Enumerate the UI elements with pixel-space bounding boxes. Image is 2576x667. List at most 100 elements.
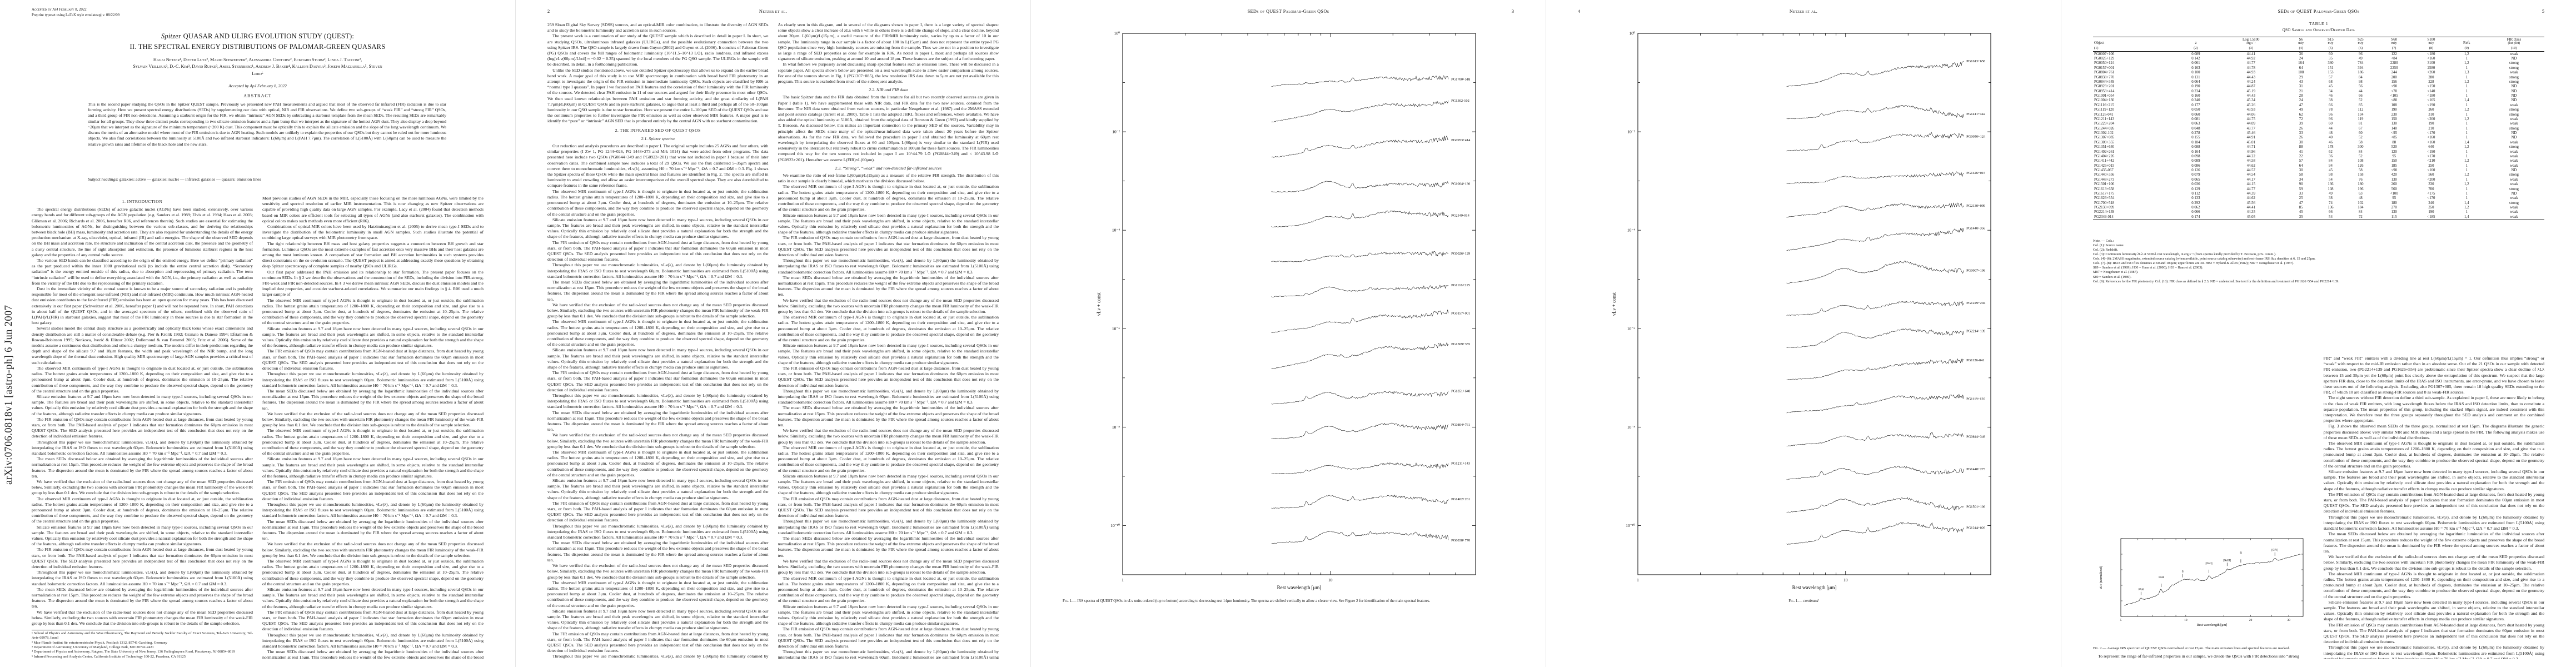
paragraph: The observed MIR continuum of type-I AGN…	[262, 428, 484, 456]
table-cell: 136	[2328, 206, 2334, 210]
data-table: Object z Log L5100 erg s⁻¹ S6 mJy S15 mJy S25 mJy…	[2093, 37, 2544, 220]
y-tick-label: 10⁰	[1629, 31, 1635, 36]
paragraph: Throughout this paper we use monochromat…	[778, 649, 999, 659]
table-cell: 1	[2465, 66, 2468, 70]
table-cell: 64	[2299, 163, 2303, 168]
table-cell: <160	[2427, 140, 2435, 145]
table-cell: <170	[2427, 131, 2435, 136]
curve-label: PG1426+015	[1966, 171, 1985, 175]
table-cell: 1	[2465, 177, 2468, 182]
paragraph: The observed MIR continuum of type-I AGN…	[2323, 441, 2545, 469]
curve-label: PG0953+414	[1451, 138, 1471, 142]
table-cell: 29	[2299, 75, 2303, 79]
table-cell: 0.066	[2191, 210, 2200, 215]
page-number: 5	[2542, 9, 2544, 14]
title-line-1-rest: QUASAR AND ULIRG EVOLUTION STUDY (QUEST)…	[181, 32, 355, 40]
table-cell: 68	[2329, 79, 2333, 84]
table-cell: 44.91	[2246, 136, 2255, 140]
table-cell: 0.155	[2191, 136, 2200, 140]
paragraph: We have verified that the exclusion of t…	[778, 558, 999, 575]
column-number: (2)	[2176, 46, 2216, 52]
running-head: 2 Netzer et al.	[547, 9, 999, 14]
curve-label: PG1244+026	[1966, 526, 1985, 530]
table-cell: 180	[2358, 182, 2364, 187]
table-cell: 0.061	[2191, 61, 2200, 66]
table-cell: weak	[2510, 71, 2518, 75]
table-cell: strong	[2509, 126, 2519, 131]
table-cell: 0.098	[2191, 154, 2200, 158]
spectrum-curve	[1786, 358, 1964, 380]
table-cell: 1	[2465, 112, 2468, 117]
curve-label: PG0050+124	[1966, 135, 1986, 138]
table-cell: 520	[2391, 145, 2397, 150]
table-cell: 57	[2299, 159, 2303, 163]
table-cell: 21	[2299, 89, 2303, 93]
y-tick-label: 10⁰	[1114, 31, 1120, 36]
table-cell: 1	[2465, 196, 2468, 201]
table-cell: strong	[2509, 145, 2519, 150]
table-cell: 102	[2358, 201, 2364, 205]
curve-label: PG1440+356	[1966, 226, 1985, 230]
table-cell: strong	[2509, 201, 2519, 205]
spectrum-curve	[1271, 531, 1449, 544]
column-number: (10)	[2483, 46, 2544, 52]
table-row: PG1004+130 0.240 45.34 24 38 52 <80 <165 1,4 ND	[2093, 98, 2544, 103]
table-cell: 44	[2358, 89, 2363, 93]
column-right: Most previous studies of AGN SEDs in the…	[262, 196, 484, 659]
column-left: 259 Sloan Digital Sky Survey (SDSS) sour…	[547, 22, 769, 659]
table-cell: PG0050+124	[2094, 61, 2115, 66]
curve-label: PG2214+139	[1966, 329, 1985, 333]
table-cell: 1,4	[2464, 98, 2469, 103]
y-tick-label: 10⁻⁴	[1112, 228, 1120, 233]
table-row: PG0050+124 0.061 44.77 164 360 784 2280 3100 1,2…	[2093, 61, 2544, 66]
footnote: ⁵ Infrared Processing and Analysis Cente…	[32, 654, 186, 659]
table-cell: 36	[2329, 154, 2333, 158]
spectrum-curve	[1271, 285, 1449, 297]
x-tick-label: 5	[2120, 619, 2122, 622]
paper-title-line-1: Spitzer QUASAR AND ULIRG EVOLUTION STUDY…	[47, 31, 468, 42]
table-cell: 44.71	[2246, 145, 2255, 150]
paragraph: Silicate emission features at 9.7 and 18…	[778, 343, 999, 365]
table-cell: 1	[2465, 168, 2468, 173]
note-line: Cols. (4)–(6): 2MASS magnitudes, extende…	[2093, 257, 2316, 261]
table-cell: weak	[2510, 122, 2518, 126]
table-cell: 24	[2299, 57, 2303, 61]
table-cell: 47	[2299, 201, 2303, 205]
table-cell: 0.131	[2191, 75, 2200, 79]
table-cell: PG0953+414	[2094, 89, 2115, 93]
paragraph: The observed MIR continuum of type-I AGN…	[32, 626, 253, 627]
table-cell: PG1402+261	[2094, 150, 2115, 154]
table-cell: 190	[2428, 210, 2434, 215]
table-cell: PG2349-014	[2094, 215, 2114, 219]
table-cell: PG1448+273	[2094, 177, 2115, 182]
table-cell: 140	[2391, 126, 2397, 131]
paragraph: The observed MIR continuum of type-I AGN…	[778, 445, 999, 473]
paragraph: The FIR emission of QSOs may contain con…	[262, 349, 484, 371]
table-cell: <160	[2427, 168, 2435, 173]
table-cell: strong	[2509, 112, 2519, 117]
table-cell: 44.96	[2246, 150, 2255, 154]
table-cell: ND	[2511, 89, 2517, 93]
feature-label: Si	[2182, 571, 2185, 574]
paragraph: Most previous studies of AGN SEDs in the…	[262, 196, 484, 223]
table-cell: strong	[2509, 61, 2519, 66]
y-tick-label: 10⁻⁴	[1627, 228, 1635, 233]
paragraph: The mean SEDs discussed below are obtain…	[547, 410, 769, 432]
table-cell: 88	[2299, 145, 2303, 150]
table-cell: 700	[2428, 187, 2434, 191]
spectrum-curve	[1271, 181, 1449, 193]
table-cell: PG0026+129	[2094, 57, 2115, 61]
table-cell: PG1302-102	[2094, 131, 2114, 136]
paragraph: The basic Spitzer data and the FIR data …	[778, 94, 999, 162]
figure-2-caption: Fig. 2.— Average IRS spectrum of QUEST Q…	[2093, 646, 2314, 651]
table-cell: 190	[2428, 122, 2434, 126]
table-cell: 270	[2391, 206, 2397, 210]
paragraph: As clearly seen in this diagram, and in …	[778, 22, 999, 62]
x-tick-label: 10	[1843, 578, 1848, 583]
note-line: S89 = Sanders et al. (1989); H00 = Haas …	[2093, 266, 2203, 270]
table-cell: PG1309+355	[2094, 140, 2115, 145]
table-cell: 63	[2358, 191, 2363, 196]
table-cell: 1	[2465, 122, 2468, 126]
table-cell: 186	[2358, 71, 2364, 75]
table-cell: 78	[2329, 108, 2333, 112]
